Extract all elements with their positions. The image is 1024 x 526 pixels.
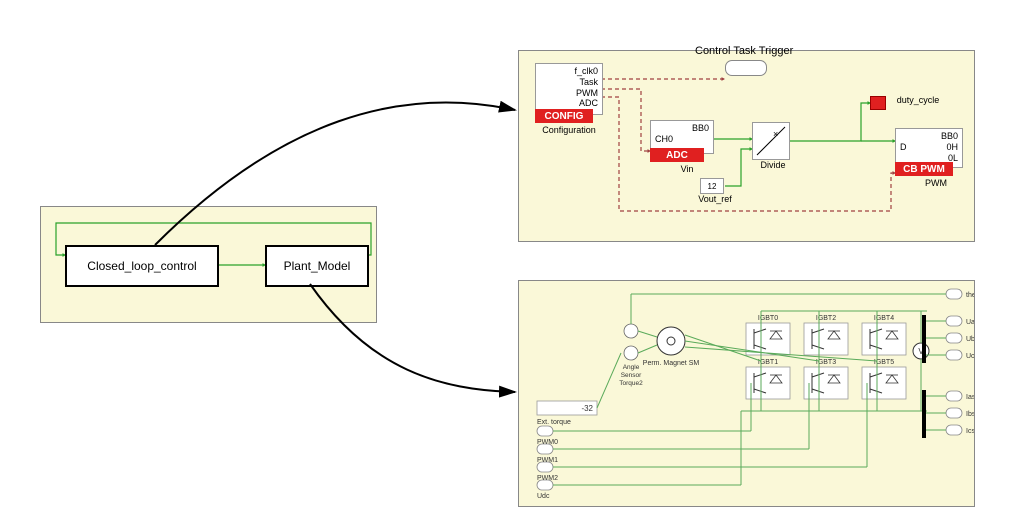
bottom-panel-circuit: IGBT0 IGBT1 IGBT2 IGBT3 IGBT4 IGBT5 Perm. Magn… <box>519 281 974 506</box>
config-caption: Configuration <box>530 125 608 135</box>
vout-ref-text: 12 <box>708 182 717 191</box>
svg-text:IGBT2: IGBT2 <box>816 315 836 322</box>
svg-text:×: × <box>773 129 778 139</box>
closed-loop-control-block: Closed_loop_control <box>65 245 219 287</box>
svg-text:Ubc: Ubc <box>966 336 974 343</box>
pwm-in-label: D <box>900 142 907 164</box>
svg-text:Perm. Magnet SM: Perm. Magnet SM <box>643 360 700 367</box>
svg-text:theta: theta <box>966 292 974 299</box>
svg-text:Ibs: Ibs <box>966 411 974 418</box>
svg-text:PWM2: PWM2 <box>537 475 558 482</box>
pwm-caption: PWM <box>907 178 965 188</box>
divide-icon: × <box>753 123 789 159</box>
config-line-0: f_clk0 <box>540 66 598 77</box>
config-line-2: PWM <box>540 88 598 99</box>
svg-text:V: V <box>918 347 924 356</box>
svg-text:Ext. torque: Ext. torque <box>537 419 571 426</box>
divide-caption: Divide <box>750 160 796 170</box>
adc-red-label: ADC <box>650 148 704 162</box>
pwm-red-text: CB PWM <box>903 164 945 175</box>
svg-text:PWM0: PWM0 <box>537 439 558 446</box>
adc-red-text: ADC <box>666 150 688 161</box>
svg-text:Angle: Angle <box>623 364 640 371</box>
plant-model-block: Plant_Model <box>265 245 369 287</box>
plant-model-label: Plant_Model <box>284 259 351 273</box>
config-line-3: ADC <box>540 98 598 109</box>
svg-text:IGBT4: IGBT4 <box>874 315 894 322</box>
svg-text:Ias: Ias <box>966 394 974 401</box>
svg-text:Uab: Uab <box>966 319 974 326</box>
svg-text:IGBT5: IGBT5 <box>874 359 894 366</box>
svg-text:-32: -32 <box>581 404 593 413</box>
trigger-port <box>725 60 767 76</box>
closed-loop-control-label: Closed_loop_control <box>87 259 196 273</box>
adc-caption: Vin <box>660 164 714 174</box>
svg-text:Udc: Udc <box>537 493 550 500</box>
svg-text:PWM1: PWM1 <box>537 457 558 464</box>
duty-cycle-box <box>870 96 886 110</box>
adc-ch-label: CH0 <box>655 134 709 145</box>
pwm-top-label: BB0 <box>900 131 958 142</box>
svg-text:IGBT0: IGBT0 <box>758 315 778 322</box>
config-red-text: CONFIG <box>545 111 584 122</box>
control-task-trigger-label: Control Task Trigger <box>695 45 793 57</box>
divide-block: × <box>752 122 790 160</box>
config-line-1: Task <box>540 77 598 88</box>
duty-cycle-caption: duty_cycle <box>888 95 948 105</box>
adc-top-label: BB0 <box>655 123 709 134</box>
svg-text:Ics: Ics <box>966 428 974 435</box>
bottom-panel: IGBT0 IGBT1 IGBT2 IGBT3 IGBT4 IGBT5 Perm. Magn… <box>518 280 975 507</box>
config-red-label: CONFIG <box>535 109 593 123</box>
svg-text:IGBT1: IGBT1 <box>758 359 778 366</box>
vout-ref-value: 12 <box>700 178 724 194</box>
pwm-out-0: 0H <box>946 142 958 153</box>
config-block: f_clk0 Task PWM ADC <box>535 63 603 115</box>
svg-text:Sensor: Sensor <box>621 372 642 379</box>
svg-text:Uca: Uca <box>966 353 974 360</box>
svg-text:IGBT3: IGBT3 <box>816 359 836 366</box>
vout-ref-caption: Vout_ref <box>685 194 745 204</box>
pwm-red-label: CB PWM <box>895 162 953 176</box>
svg-text:Torque2: Torque2 <box>619 380 643 387</box>
